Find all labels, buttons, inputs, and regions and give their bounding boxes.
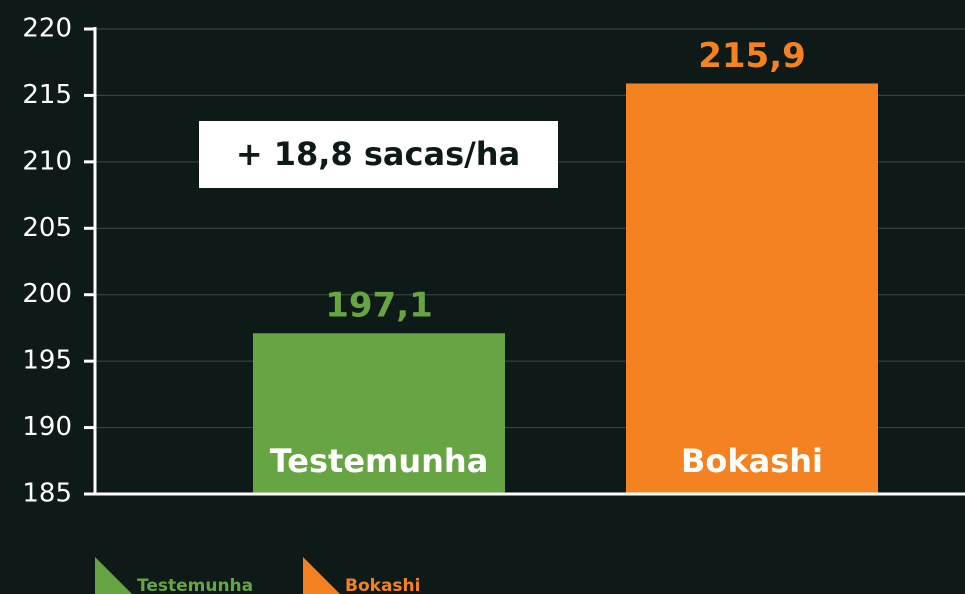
y-tick-label: 190 [22,412,72,442]
y-tick-label: 220 [22,14,72,44]
y-tick-label: 200 [22,279,72,309]
annotation-box [199,121,558,188]
bar [626,83,878,494]
legend-label: Testemunha [137,576,253,594]
category-label: Bokashi [681,442,823,480]
y-tick-label: 210 [22,146,72,176]
legend-swatch [303,557,340,594]
annotation: + 18,8 sacas/ha [236,135,520,173]
bar [253,333,505,494]
legend-label: Bokashi [345,576,420,594]
value-label: 197,1 [325,286,433,326]
y-tick-label: 205 [22,213,72,243]
y-tick-label: 195 [22,346,72,376]
y-tick-label: 185 [22,479,72,509]
legend-swatch [95,557,132,594]
value-label: 215,9 [698,36,806,76]
y-tick-label: 215 [22,80,72,110]
category-label: Testemunha [270,442,489,480]
